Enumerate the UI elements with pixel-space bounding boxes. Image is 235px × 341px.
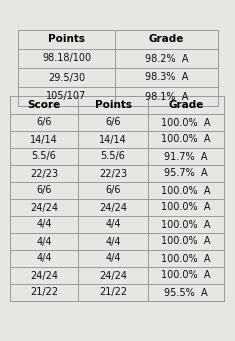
- Text: 21/22: 21/22: [99, 287, 127, 297]
- Text: 95.5%  A: 95.5% A: [164, 287, 208, 297]
- Text: 4/4: 4/4: [36, 253, 52, 264]
- Text: 91.7%  A: 91.7% A: [164, 151, 208, 162]
- Text: 100.0%  A: 100.0% A: [161, 220, 211, 229]
- Text: 4/4: 4/4: [105, 220, 121, 229]
- Text: 21/22: 21/22: [30, 287, 58, 297]
- Text: 100.0%  A: 100.0% A: [161, 186, 211, 195]
- Text: 5.5/6: 5.5/6: [31, 151, 56, 162]
- Text: 100.0%  A: 100.0% A: [161, 237, 211, 247]
- Text: 14/14: 14/14: [30, 134, 58, 145]
- Text: 29.5/30: 29.5/30: [48, 73, 85, 83]
- Text: 98.2%  A: 98.2% A: [145, 54, 188, 63]
- Text: 24/24: 24/24: [30, 270, 58, 281]
- Text: 95.7%  A: 95.7% A: [164, 168, 208, 178]
- Text: 22/23: 22/23: [99, 168, 127, 178]
- Text: 24/24: 24/24: [99, 203, 127, 212]
- Text: 14/14: 14/14: [99, 134, 127, 145]
- Text: Grade: Grade: [149, 34, 184, 44]
- Text: 100.0%  A: 100.0% A: [161, 134, 211, 145]
- Text: 24/24: 24/24: [99, 270, 127, 281]
- Text: Grade: Grade: [168, 100, 204, 110]
- Text: 4/4: 4/4: [105, 237, 121, 247]
- Text: 100.0%  A: 100.0% A: [161, 253, 211, 264]
- Text: 4/4: 4/4: [105, 253, 121, 264]
- Text: 4/4: 4/4: [36, 237, 52, 247]
- Text: Points: Points: [94, 100, 132, 110]
- Text: 5.5/6: 5.5/6: [101, 151, 125, 162]
- Text: 6/6: 6/6: [36, 118, 52, 128]
- Text: 100.0%  A: 100.0% A: [161, 203, 211, 212]
- Text: 98.1%  A: 98.1% A: [145, 91, 188, 102]
- Text: 4/4: 4/4: [36, 220, 52, 229]
- Text: Points: Points: [48, 34, 85, 44]
- Text: 24/24: 24/24: [30, 203, 58, 212]
- Text: 6/6: 6/6: [105, 118, 121, 128]
- Text: 100.0%  A: 100.0% A: [161, 118, 211, 128]
- Text: 98.18/100: 98.18/100: [42, 54, 91, 63]
- Text: 22/23: 22/23: [30, 168, 58, 178]
- Text: 6/6: 6/6: [105, 186, 121, 195]
- Text: Score: Score: [27, 100, 61, 110]
- Text: 6/6: 6/6: [36, 186, 52, 195]
- Text: 98.3%  A: 98.3% A: [145, 73, 188, 83]
- Text: 100.0%  A: 100.0% A: [161, 270, 211, 281]
- Text: 105/107: 105/107: [46, 91, 87, 102]
